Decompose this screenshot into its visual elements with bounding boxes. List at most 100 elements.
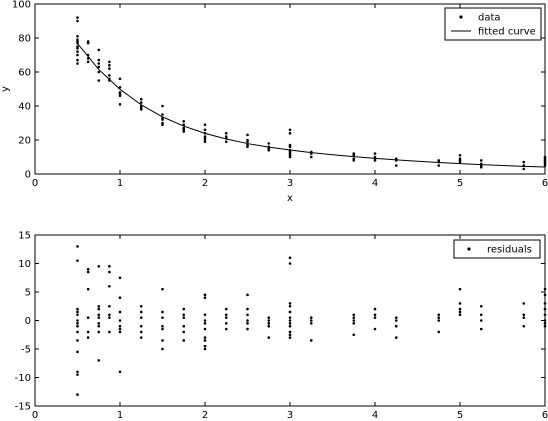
data-point	[86, 60, 90, 64]
data-point	[522, 167, 526, 171]
residuals-point	[108, 270, 111, 274]
data-point	[161, 118, 164, 121]
data-point	[97, 58, 101, 62]
x-tick-label: 3	[287, 178, 293, 189]
residual-plot-legend-box	[453, 239, 541, 259]
data-point	[76, 58, 79, 62]
residuals-point	[246, 293, 249, 297]
y-tick-label: 40	[18, 102, 31, 113]
residuals-point	[76, 307, 79, 311]
residuals-point	[394, 336, 398, 339]
data-point	[182, 120, 186, 123]
residuals-point	[118, 330, 122, 334]
data-point	[458, 154, 462, 157]
residuals-point	[203, 319, 207, 322]
data-point	[108, 63, 111, 67]
residuals-point	[394, 324, 398, 328]
residuals-point	[224, 313, 228, 317]
data-point	[108, 67, 111, 70]
residuals-point	[161, 310, 164, 314]
residuals-point	[76, 319, 79, 322]
residuals-point	[437, 316, 441, 319]
residuals-point	[108, 304, 111, 308]
data-point	[76, 16, 79, 19]
y-tick-label: -10	[15, 373, 31, 384]
residuals-point	[373, 316, 377, 319]
residuals-point	[97, 265, 101, 268]
y-tick-label: -15	[15, 402, 31, 413]
residuals-point	[118, 324, 122, 328]
residuals-point	[139, 336, 143, 339]
data-point	[139, 108, 143, 111]
residuals-point	[76, 313, 79, 317]
residuals-point	[76, 322, 79, 325]
residuals-point	[288, 330, 292, 334]
fit-plot-y-ticks: 0 20 40 60 80 100	[12, 0, 545, 181]
residuals-point	[182, 316, 186, 319]
y-tick-label: 10	[18, 259, 31, 270]
data-point	[352, 159, 356, 162]
residuals-point	[182, 313, 186, 317]
residuals-point	[97, 304, 101, 308]
residuals-point	[543, 293, 547, 297]
data-point	[182, 130, 186, 133]
data-point	[309, 155, 313, 159]
residuals-point	[267, 316, 271, 319]
residuals-point	[139, 330, 143, 334]
residuals-point	[224, 307, 228, 311]
residuals-point	[182, 307, 186, 311]
x-tick-label: 5	[457, 410, 463, 421]
residuals-point	[246, 313, 249, 317]
residuals-point	[86, 270, 90, 274]
legend-data-marker	[459, 15, 463, 19]
residuals-point	[543, 313, 547, 317]
x-tick-label: 3	[287, 410, 293, 421]
residuals-point	[108, 316, 111, 319]
residuals-point	[267, 324, 271, 328]
data-point	[108, 74, 111, 77]
residual-plot-legend: residuals	[453, 239, 541, 259]
residuals-point	[543, 319, 547, 322]
data-point	[437, 164, 441, 167]
residuals-point	[182, 324, 186, 328]
x-tick-label: 6	[542, 410, 548, 421]
residuals-point	[288, 304, 292, 308]
y-tick-label: 5	[25, 288, 31, 299]
data-point	[118, 77, 122, 81]
data-point	[288, 131, 292, 135]
residuals-point	[458, 307, 462, 311]
data-point	[118, 86, 122, 89]
residuals-point	[76, 373, 79, 376]
residuals-point	[246, 327, 249, 331]
data-point	[246, 133, 249, 137]
residuals-point	[76, 350, 79, 354]
residuals-point	[246, 322, 249, 325]
residuals-point	[118, 276, 122, 280]
residuals-point	[161, 327, 164, 331]
residuals-point	[246, 319, 249, 322]
data-point	[76, 46, 79, 50]
residuals-point	[543, 307, 547, 311]
residuals-point	[161, 347, 164, 351]
residuals-point	[203, 322, 207, 325]
residuals-point	[373, 327, 377, 331]
residuals-point	[203, 336, 207, 339]
residuals-point	[288, 324, 292, 328]
data-point	[479, 165, 483, 169]
data-point	[394, 164, 398, 167]
residuals-point	[458, 302, 462, 305]
residuals-point	[352, 322, 356, 325]
residuals-point	[86, 316, 90, 319]
residuals-point	[394, 319, 398, 322]
residuals-point	[118, 310, 122, 314]
data-point	[76, 62, 79, 65]
legend-residuals-marker	[467, 247, 471, 251]
residuals-point	[76, 310, 79, 314]
residuals-point	[182, 339, 186, 342]
residuals-point	[458, 313, 462, 317]
y-tick-label: 100	[12, 0, 31, 11]
residuals-point	[267, 319, 271, 322]
residuals-point	[458, 310, 462, 314]
residuals-point	[118, 296, 122, 300]
x-tick-label: 4	[372, 178, 378, 189]
